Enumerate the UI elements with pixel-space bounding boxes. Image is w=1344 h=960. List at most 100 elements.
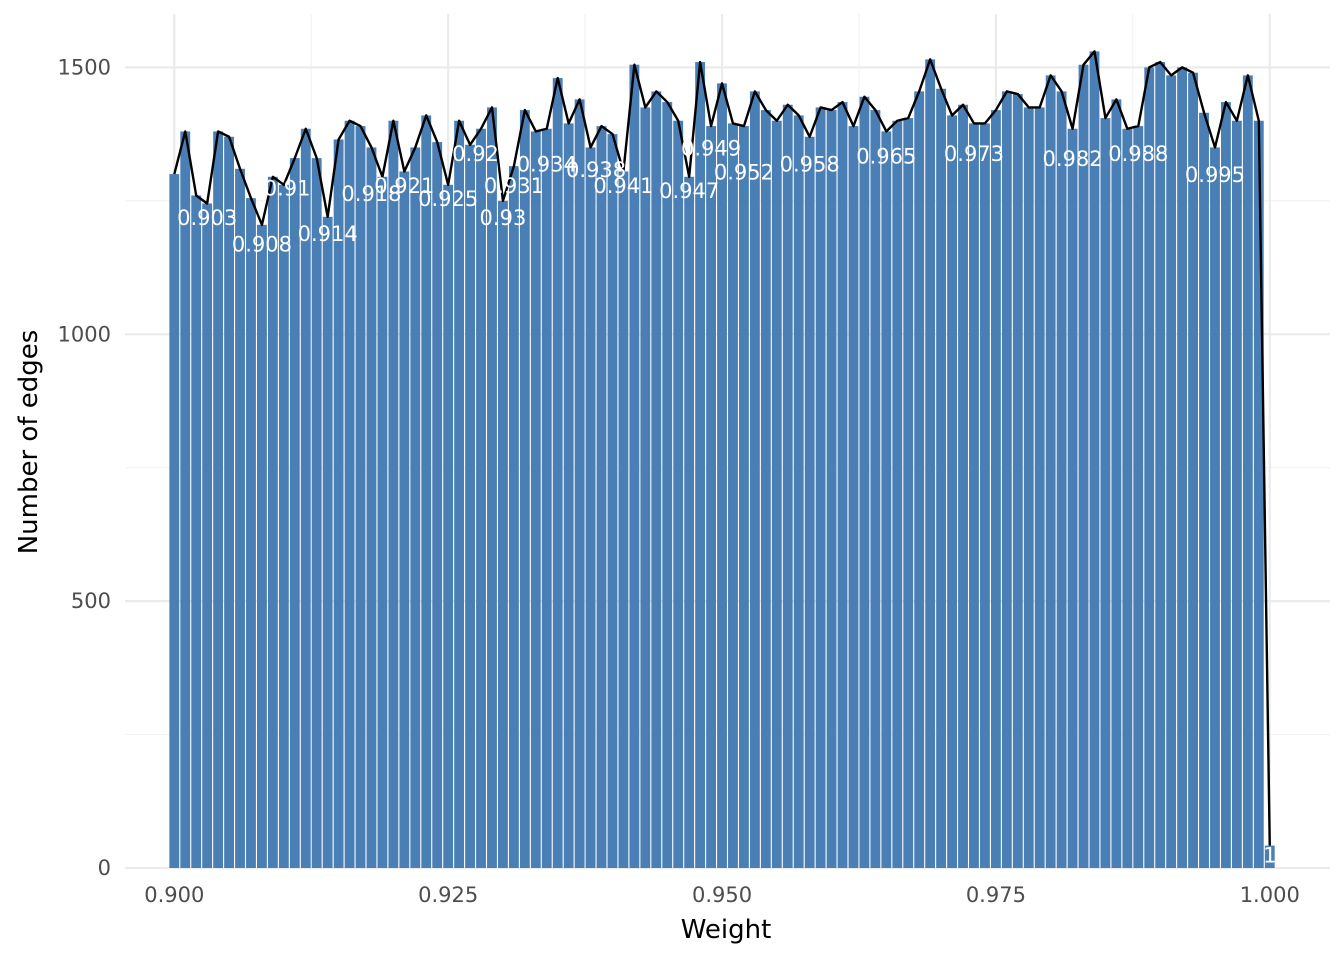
histogram-bar bbox=[881, 131, 892, 869]
histogram-bar bbox=[421, 115, 432, 869]
bar-value-label: 0.908 bbox=[232, 233, 292, 257]
x-axis-ticks: 0.900 0.925 0.950 0.975 1.000 bbox=[144, 883, 1300, 907]
histogram-bar bbox=[399, 171, 410, 869]
bar-value-label: 0.949 bbox=[681, 136, 741, 160]
bar-value-label: 0.92 bbox=[452, 142, 499, 166]
histogram-bar bbox=[289, 158, 300, 869]
histogram-bar bbox=[1023, 107, 1034, 868]
histogram-bar bbox=[498, 200, 508, 868]
histogram-bar bbox=[717, 83, 727, 868]
histogram-bar bbox=[388, 120, 399, 868]
histogram-bar bbox=[771, 120, 782, 868]
histogram-bar bbox=[629, 64, 640, 869]
histogram-bar bbox=[903, 118, 914, 869]
x-tick-label: 1.000 bbox=[1240, 883, 1300, 907]
histogram-bar bbox=[300, 128, 311, 869]
bar-value-label: 0.995 bbox=[1185, 163, 1245, 187]
y-tick-label: 1000 bbox=[58, 322, 111, 346]
histogram-bar bbox=[1144, 67, 1155, 868]
histogram-bar bbox=[519, 110, 530, 868]
histogram-bar bbox=[607, 134, 618, 868]
histogram-bar bbox=[563, 123, 574, 868]
histogram-bar bbox=[684, 176, 695, 868]
y-axis-title: Number of edges bbox=[14, 330, 44, 555]
histogram-bar bbox=[246, 198, 256, 869]
bar-value-label: 0.958 bbox=[780, 152, 840, 176]
histogram-bar bbox=[596, 126, 607, 868]
y-tick-label: 1500 bbox=[58, 55, 111, 79]
histogram-bar bbox=[1089, 51, 1100, 869]
histogram-bar bbox=[1034, 107, 1045, 868]
line-series bbox=[173, 50, 1271, 846]
histogram-bar bbox=[870, 110, 881, 868]
histogram-bar bbox=[355, 126, 366, 868]
histogram-bar bbox=[1045, 75, 1056, 869]
x-tick-label: 0.900 bbox=[144, 883, 204, 907]
histogram-bar bbox=[1001, 91, 1012, 869]
x-tick-label: 0.975 bbox=[966, 883, 1026, 907]
histogram-bar bbox=[585, 147, 596, 868]
histogram-bar bbox=[1253, 120, 1264, 868]
histogram-bar bbox=[925, 59, 936, 868]
histogram-bar bbox=[552, 78, 563, 869]
histogram-bar bbox=[749, 91, 760, 869]
histogram-bar bbox=[760, 110, 771, 868]
histogram-bar bbox=[432, 142, 443, 869]
histogram-bar bbox=[837, 102, 848, 869]
bar-value-label: 0.941 bbox=[593, 174, 653, 198]
count-line bbox=[173, 50, 1271, 846]
histogram-bar bbox=[793, 115, 804, 869]
histogram-bar bbox=[673, 120, 684, 868]
histogram-bar bbox=[1056, 91, 1067, 869]
histogram-bar bbox=[1264, 845, 1275, 868]
bar-value-label: 0.914 bbox=[298, 222, 358, 246]
histogram-bar bbox=[782, 104, 793, 869]
bar-value-label: 0.918 bbox=[341, 182, 401, 206]
histogram-bar bbox=[958, 104, 968, 869]
histogram-bar bbox=[706, 126, 716, 868]
histogram-bar bbox=[311, 158, 322, 869]
histogram-bar bbox=[848, 126, 859, 868]
y-tick-label: 0 bbox=[98, 856, 111, 880]
bar-value-label: 0.921 bbox=[374, 174, 434, 198]
bar-value-label: 1 bbox=[1263, 844, 1276, 868]
histogram-bar bbox=[1231, 120, 1242, 868]
histogram-bar bbox=[947, 115, 957, 869]
bar-value-label: 0.988 bbox=[1108, 142, 1168, 166]
histogram-bar bbox=[180, 131, 191, 869]
histogram-bar bbox=[202, 203, 213, 868]
histogram-bar bbox=[1133, 126, 1144, 868]
histogram-bar bbox=[640, 107, 651, 868]
histogram-bar bbox=[333, 139, 344, 868]
histogram-bar bbox=[1166, 75, 1177, 869]
histogram-bar bbox=[541, 128, 552, 869]
histogram-bar bbox=[651, 91, 662, 869]
bar-value-label: 0.931 bbox=[484, 174, 544, 198]
histogram-bar bbox=[1078, 64, 1089, 869]
histogram-bar bbox=[990, 110, 1001, 868]
bar-value-label: 0.903 bbox=[177, 206, 237, 230]
histogram-bar bbox=[235, 168, 245, 869]
histogram-bar bbox=[1155, 62, 1166, 869]
histogram-bar bbox=[465, 144, 475, 869]
histogram-bar bbox=[618, 171, 629, 869]
bar-value-label: 0.947 bbox=[659, 179, 719, 203]
histogram-bar bbox=[914, 91, 925, 869]
histogram-bar bbox=[476, 128, 486, 869]
histogram-bar bbox=[859, 96, 870, 868]
histogram-bar bbox=[191, 195, 202, 869]
histogram-bar bbox=[224, 136, 234, 868]
bar-value-label: 0.925 bbox=[418, 187, 478, 211]
histogram-bar bbox=[1188, 72, 1198, 868]
y-axis-ticks: 0 500 1000 1500 bbox=[58, 55, 111, 880]
y-tick-label: 500 bbox=[71, 589, 111, 613]
x-tick-label: 0.925 bbox=[418, 883, 478, 907]
histogram-bar bbox=[1199, 112, 1209, 868]
histogram-bar bbox=[1111, 99, 1122, 868]
histogram-bar bbox=[1177, 67, 1188, 868]
histogram-bar bbox=[1122, 128, 1133, 869]
histogram-bar bbox=[574, 99, 585, 868]
histogram-bar bbox=[826, 110, 837, 868]
histogram-bar bbox=[804, 136, 815, 868]
